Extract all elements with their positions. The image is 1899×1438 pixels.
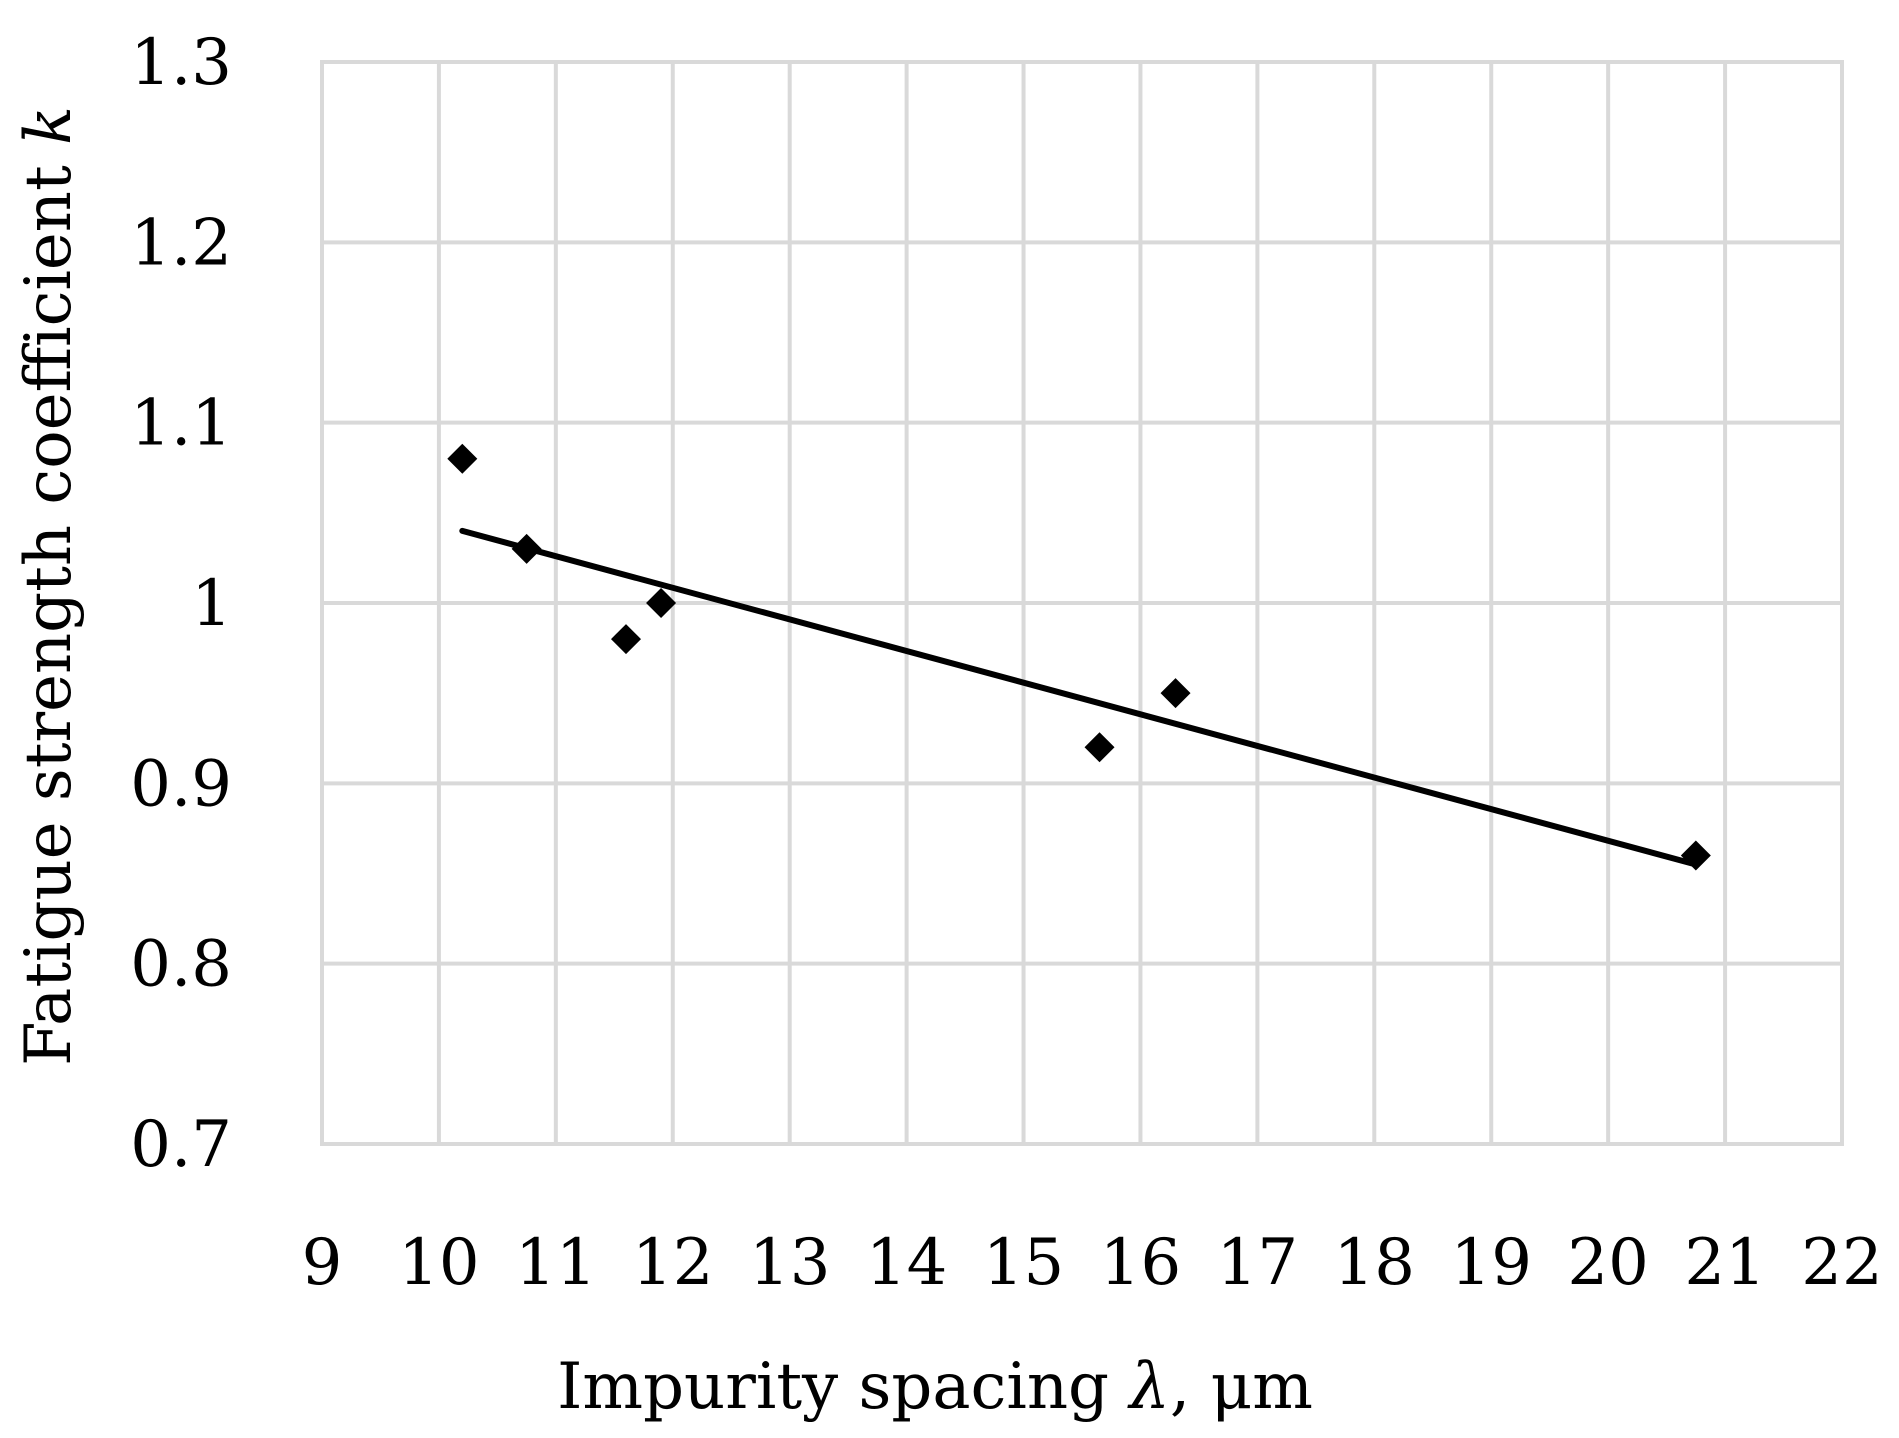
y-tick-label: 0.9 [130,747,232,821]
x-tick-label: 20 [1567,1226,1648,1300]
y-tick-label: 1.1 [130,387,232,461]
data-point [447,443,478,474]
x-tick-label: 15 [983,1226,1064,1300]
y-axis-tick-labels: 0.7 0.8 0.9 1 1.1 1.2 1.3 [130,26,232,1182]
data-point [646,588,677,618]
linear-trendline [459,527,1699,868]
trendline-group [459,527,1699,868]
y-tick-label: 0.7 [130,1108,232,1182]
data-point [1680,840,1711,871]
x-tick-label: 22 [1801,1226,1882,1300]
data-point [511,533,542,564]
data-point [1160,678,1191,709]
data-points [447,443,1711,871]
x-tick-label: 10 [398,1226,479,1300]
y-tick-label: 0.8 [130,928,232,1002]
x-tick-label: 16 [1100,1226,1181,1300]
plot-area-border [320,60,1844,1146]
data-point [611,624,641,655]
data-point [1084,732,1115,763]
x-tick-label: 9 [302,1226,343,1300]
x-axis-title: Impurity spacing λ, μm [557,1350,1313,1424]
y-tick-label: 1 [191,567,232,641]
x-tick-label: 17 [1217,1226,1298,1300]
y-tick-label: 1.2 [130,206,232,280]
x-tick-label: 21 [1684,1226,1765,1300]
x-tick-label: 14 [866,1226,947,1300]
x-tick-label: 18 [1334,1226,1415,1300]
y-axis-title: Fatigue strength coefficient k [12,106,86,1066]
x-tick-label: 11 [515,1226,596,1300]
y-tick-label: 1.3 [130,26,232,100]
x-tick-label: 12 [632,1226,713,1300]
x-tick-label: 19 [1451,1226,1532,1300]
x-tick-label: 13 [749,1226,830,1300]
x-axis-tick-labels: 9 10 11 12 13 14 15 16 17 18 19 20 21 22 [302,1226,1883,1300]
